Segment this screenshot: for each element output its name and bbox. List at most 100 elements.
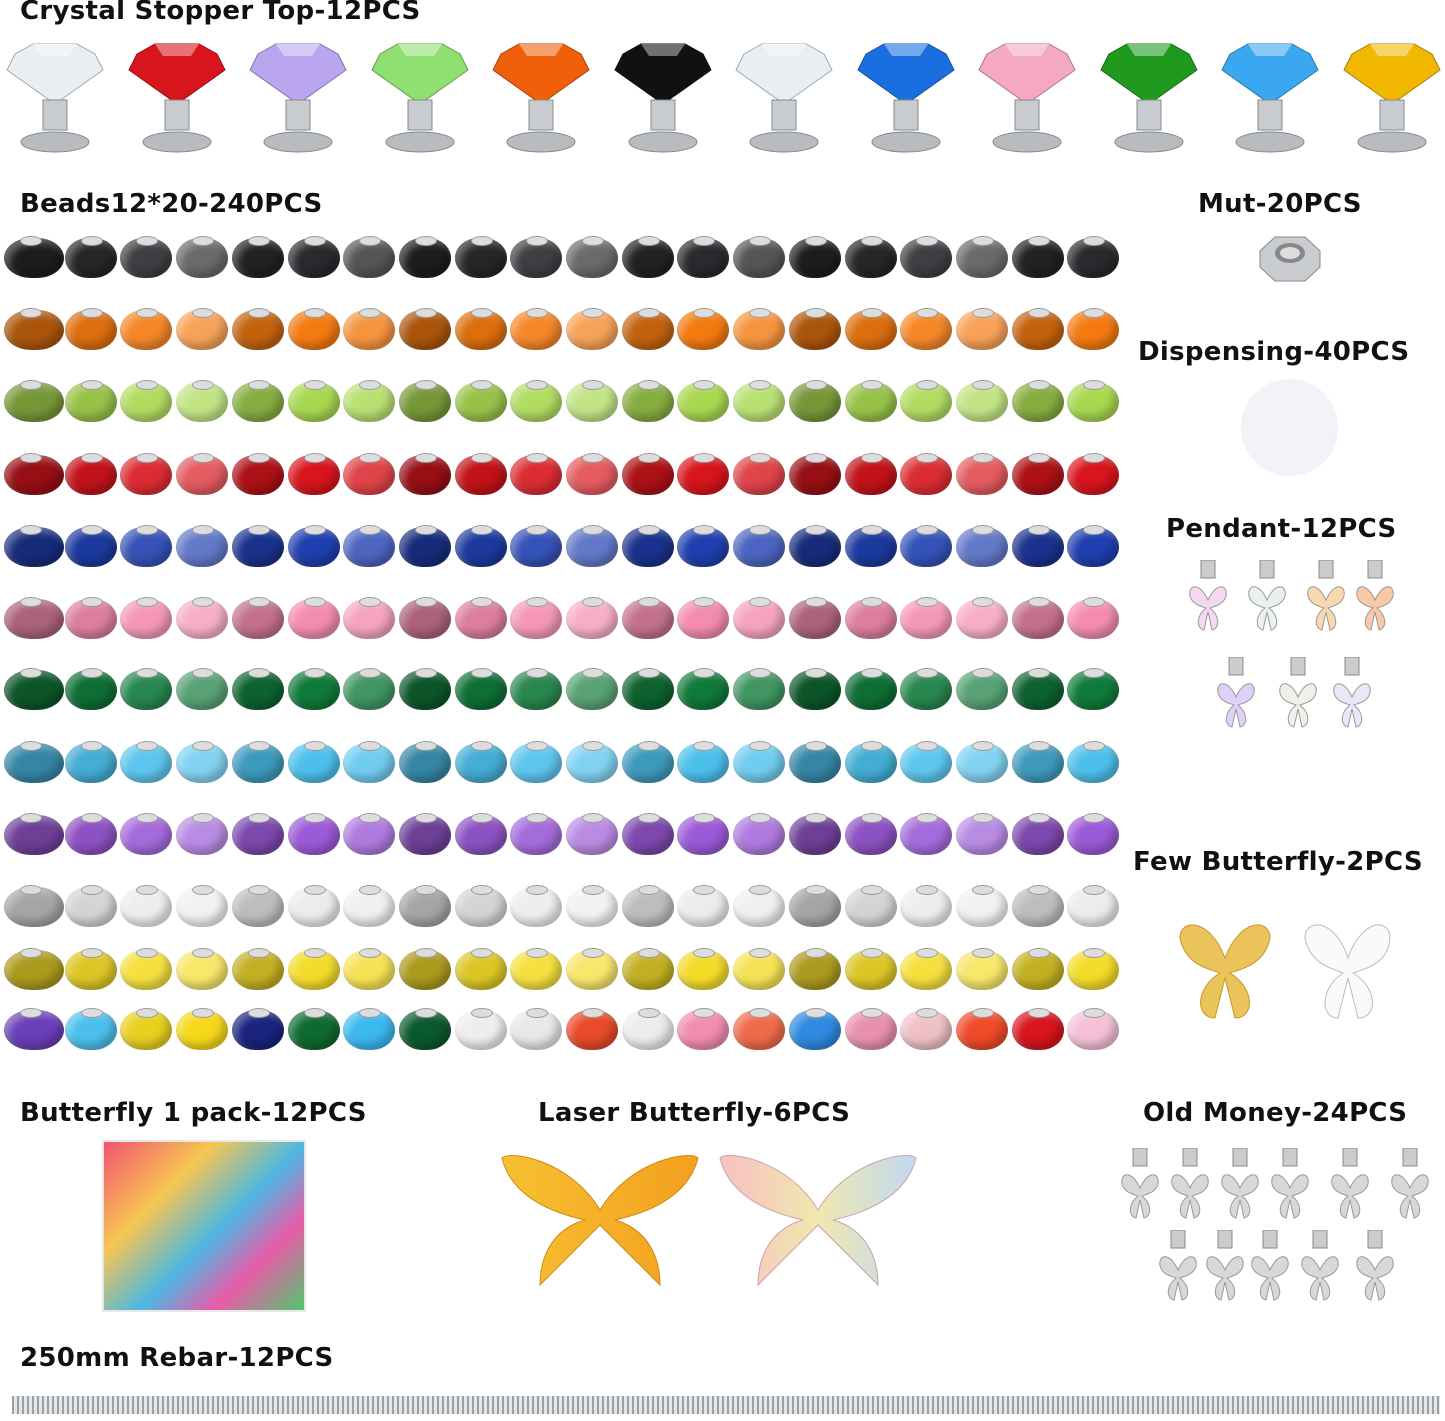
bead-yellow (788, 948, 841, 990)
bead-red (788, 453, 841, 495)
bead-dark-green (733, 668, 786, 710)
bead-red (566, 453, 618, 495)
bead-mixed (120, 1008, 173, 1050)
bead-lime (677, 380, 730, 422)
bead-pink (343, 597, 396, 639)
bead-black (788, 236, 841, 278)
bead-blue (788, 525, 841, 567)
bead-purple (343, 813, 396, 855)
bead-yellow (955, 948, 1008, 990)
bead-orange (287, 308, 340, 350)
bead-white (1067, 885, 1120, 927)
bead-white (231, 885, 284, 927)
bead-light-blue (231, 741, 284, 783)
bead-white (733, 885, 786, 927)
bead-yellow (120, 948, 173, 990)
bead-dark-green (231, 668, 284, 710)
bead-red (231, 453, 284, 495)
bead-mixed (677, 1008, 730, 1050)
bead-black (621, 236, 674, 278)
bead-mixed (398, 1008, 451, 1050)
bead-light-blue (120, 741, 173, 783)
butterfly-pendant (1188, 559, 1227, 640)
bead-black (176, 236, 229, 278)
bead-mixed (955, 1008, 1008, 1050)
bead-yellow (398, 948, 451, 990)
bead-black (4, 236, 64, 278)
old-money-charm (1205, 1229, 1244, 1310)
bead-yellow (900, 948, 953, 990)
bead-red (64, 453, 117, 495)
bead-white (955, 885, 1008, 927)
old-money-charm (1270, 1147, 1309, 1228)
rebar-image (12, 1396, 1440, 1414)
bead-dark-green (955, 668, 1008, 710)
bead-purple (287, 813, 340, 855)
bead-light-blue (64, 741, 117, 783)
bead-orange (120, 308, 173, 350)
bead-mixed (4, 1008, 64, 1050)
bead-purple (621, 813, 674, 855)
bead-white (120, 885, 173, 927)
old-money-charm (1355, 1229, 1394, 1310)
bead-yellow (844, 948, 897, 990)
crystal-knob (1218, 42, 1322, 157)
bead-dark-green (343, 668, 396, 710)
bead-blue (955, 525, 1008, 567)
crystal-knob (732, 42, 836, 157)
bead-dark-green (566, 668, 618, 710)
bead-red (900, 453, 953, 495)
bead-pink (844, 597, 897, 639)
crystal-knob (368, 42, 472, 157)
bead-orange (1067, 308, 1120, 350)
bead-orange (4, 308, 64, 350)
bead-lime (287, 380, 340, 422)
bead-purple (176, 813, 229, 855)
bead-blue (733, 525, 786, 567)
bead-lime (4, 380, 64, 422)
bead-pink (231, 597, 284, 639)
bead-pink (1011, 597, 1064, 639)
bead-lime (176, 380, 229, 422)
old-money-charm (1220, 1147, 1259, 1228)
bead-purple (566, 813, 618, 855)
bead-mixed (64, 1008, 117, 1050)
bead-dark-green (120, 668, 173, 710)
bead-purple (398, 813, 451, 855)
bead-purple (733, 813, 786, 855)
bead-lime (398, 380, 451, 422)
bead-pink (900, 597, 953, 639)
bead-red (733, 453, 786, 495)
bead-black (733, 236, 786, 278)
bead-white (621, 885, 674, 927)
dispensing-dot-image (1242, 380, 1337, 475)
bead-yellow (64, 948, 117, 990)
bead-orange (566, 308, 618, 350)
bead-blue (454, 525, 507, 567)
butterfly-pack-label: Butterfly 1 pack-12PCS (20, 1098, 367, 1128)
bead-pink (788, 597, 841, 639)
bead-white (1011, 885, 1064, 927)
bead-blue (510, 525, 563, 567)
bead-red (454, 453, 507, 495)
bead-dark-green (677, 668, 730, 710)
bead-white (287, 885, 340, 927)
bead-dark-green (1067, 668, 1120, 710)
bead-purple (231, 813, 284, 855)
bead-black (231, 236, 284, 278)
bead-blue (1011, 525, 1064, 567)
laser-butterfly-gold-image (501, 1155, 699, 1287)
bead-light-blue (287, 741, 340, 783)
bead-mixed (231, 1008, 284, 1050)
bead-dark-green (287, 668, 340, 710)
bead-lime (788, 380, 841, 422)
bead-orange (398, 308, 451, 350)
bead-orange (733, 308, 786, 350)
bead-pink (120, 597, 173, 639)
bead-yellow (343, 948, 396, 990)
bead-pink (733, 597, 786, 639)
bead-black (955, 236, 1008, 278)
old-money-charm (1120, 1147, 1159, 1228)
bead-yellow (733, 948, 786, 990)
